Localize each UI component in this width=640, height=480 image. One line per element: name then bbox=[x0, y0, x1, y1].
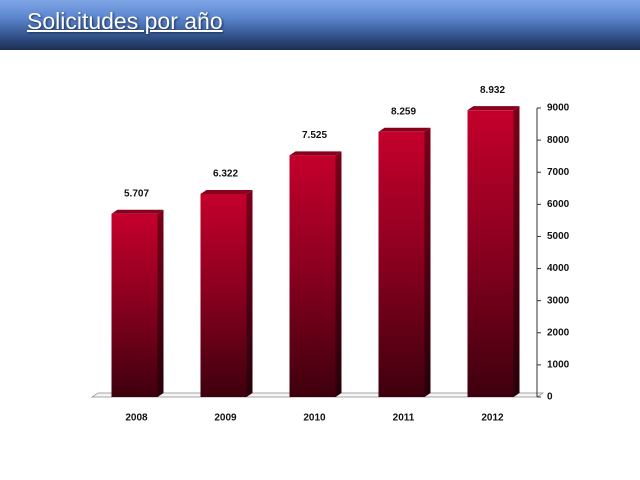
bar bbox=[200, 193, 247, 397]
x-tick-label: 2009 bbox=[214, 413, 237, 424]
bar-top bbox=[378, 127, 431, 132]
slide-title: Solicitudes por año bbox=[27, 8, 223, 34]
y-tick-label: 1000 bbox=[547, 360, 570, 371]
bar bbox=[289, 155, 336, 397]
bar-side bbox=[246, 189, 253, 397]
y-tick-label: 7000 bbox=[547, 167, 570, 178]
y-tick-label: 9000 bbox=[547, 103, 570, 114]
y-tick-label: 6000 bbox=[547, 199, 570, 210]
header-band bbox=[0, 0, 640, 50]
bar-top bbox=[111, 209, 164, 214]
value-label: 6.322 bbox=[213, 169, 238, 180]
bar-side bbox=[157, 209, 164, 397]
x-tick-label: 2010 bbox=[303, 413, 326, 424]
bar bbox=[378, 131, 425, 398]
y-tick-label: 2000 bbox=[547, 327, 570, 338]
x-tick-label: 2008 bbox=[125, 413, 148, 424]
bar-top bbox=[289, 151, 342, 156]
value-label: 8.932 bbox=[480, 85, 505, 96]
y-tick-label: 8000 bbox=[547, 135, 570, 146]
x-tick-label: 2012 bbox=[481, 413, 504, 424]
y-tick-label: 3000 bbox=[547, 295, 570, 306]
y-tick-label: 5000 bbox=[547, 231, 570, 242]
bar-side bbox=[513, 106, 520, 397]
bar-side bbox=[424, 127, 431, 397]
x-tick-label: 2011 bbox=[393, 413, 415, 424]
bar-side bbox=[335, 151, 342, 397]
bar-top bbox=[200, 189, 253, 194]
bar bbox=[111, 213, 158, 397]
y-tick-label: 4000 bbox=[547, 263, 570, 274]
y-tick-label: 0 bbox=[547, 392, 553, 403]
value-label: 7.525 bbox=[302, 130, 327, 141]
bar bbox=[467, 110, 514, 397]
value-label: 8.259 bbox=[391, 106, 416, 117]
value-label: 5.707 bbox=[124, 188, 149, 199]
bar-top bbox=[467, 106, 520, 111]
